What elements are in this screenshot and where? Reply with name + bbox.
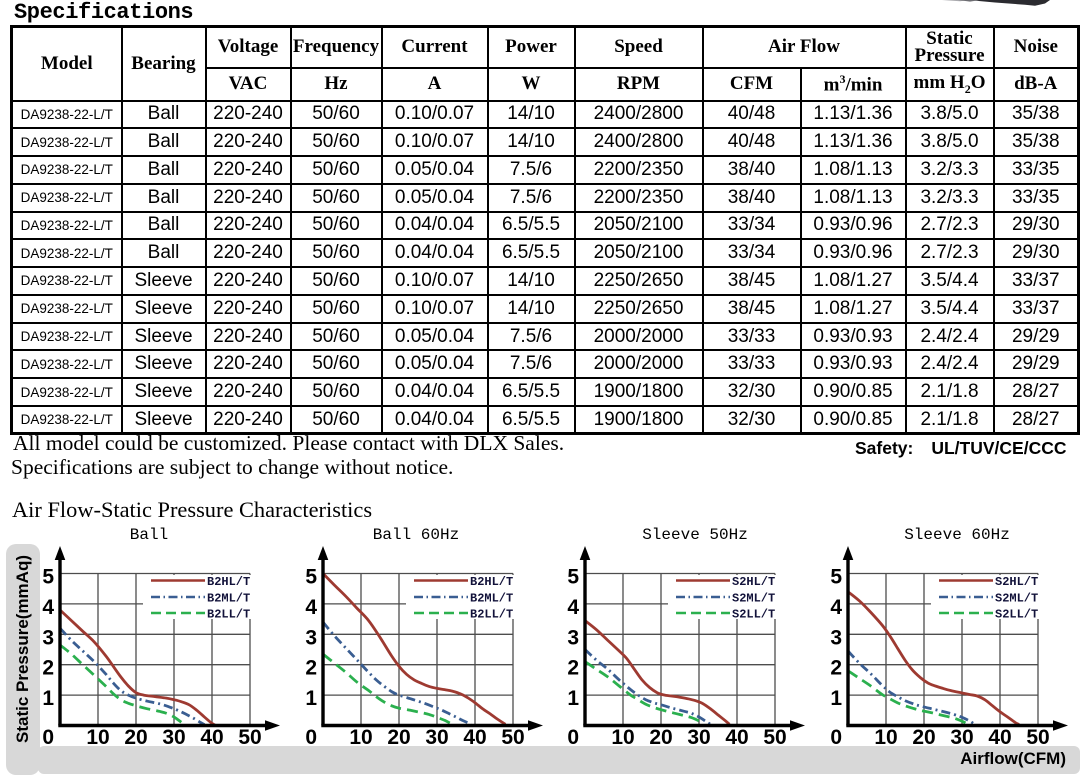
svg-text:1: 1 bbox=[305, 687, 317, 710]
svg-text:5: 5 bbox=[830, 566, 842, 589]
svg-text:4: 4 bbox=[830, 596, 842, 619]
svg-text:30: 30 bbox=[162, 726, 185, 749]
svg-text:B2HL/T: B2HL/T bbox=[470, 575, 513, 589]
svg-text:3: 3 bbox=[830, 626, 842, 649]
svg-text:B2LL/T: B2LL/T bbox=[207, 608, 250, 622]
svg-text:S2LL/T: S2LL/T bbox=[732, 608, 775, 622]
svg-text:B2LL/T: B2LL/T bbox=[470, 608, 513, 622]
svg-text:0: 0 bbox=[830, 726, 842, 749]
svg-text:5: 5 bbox=[567, 566, 579, 589]
svg-text:50: 50 bbox=[763, 726, 786, 749]
svg-text:10: 10 bbox=[874, 726, 897, 749]
svg-text:40: 40 bbox=[988, 726, 1011, 749]
svg-text:S2ML/T: S2ML/T bbox=[732, 592, 775, 606]
svg-text:1: 1 bbox=[567, 687, 579, 710]
svg-text:30: 30 bbox=[950, 726, 973, 749]
svg-text:40: 40 bbox=[463, 726, 486, 749]
svg-text:50: 50 bbox=[1026, 726, 1049, 749]
svg-text:50: 50 bbox=[238, 726, 261, 749]
svg-text:2: 2 bbox=[42, 657, 54, 680]
svg-text:4: 4 bbox=[305, 596, 317, 619]
svg-text:4: 4 bbox=[42, 596, 54, 619]
svg-text:S2LL/T: S2LL/T bbox=[995, 608, 1038, 622]
svg-text:S2HL/T: S2HL/T bbox=[732, 575, 775, 589]
svg-text:0: 0 bbox=[567, 726, 579, 749]
svg-text:B2HL/T: B2HL/T bbox=[207, 575, 250, 589]
svg-text:2: 2 bbox=[305, 657, 317, 680]
svg-text:20: 20 bbox=[124, 726, 147, 749]
svg-text:30: 30 bbox=[425, 726, 448, 749]
svg-text:10: 10 bbox=[86, 726, 109, 749]
svg-text:1: 1 bbox=[830, 687, 842, 710]
svg-text:3: 3 bbox=[42, 626, 54, 649]
svg-text:S2ML/T: S2ML/T bbox=[995, 592, 1038, 606]
svg-text:B2ML/T: B2ML/T bbox=[470, 592, 513, 606]
svg-text:50: 50 bbox=[501, 726, 524, 749]
svg-text:10: 10 bbox=[611, 726, 634, 749]
svg-text:5: 5 bbox=[305, 566, 317, 589]
svg-text:0: 0 bbox=[305, 726, 317, 749]
svg-text:5: 5 bbox=[42, 566, 54, 589]
svg-text:20: 20 bbox=[387, 726, 410, 749]
svg-text:10: 10 bbox=[349, 726, 372, 749]
svg-text:3: 3 bbox=[305, 626, 317, 649]
svg-text:2: 2 bbox=[567, 657, 579, 680]
svg-text:4: 4 bbox=[567, 596, 579, 619]
svg-text:2: 2 bbox=[830, 657, 842, 680]
svg-text:1: 1 bbox=[42, 687, 54, 710]
svg-text:30: 30 bbox=[687, 726, 710, 749]
svg-text:20: 20 bbox=[912, 726, 935, 749]
svg-text:0: 0 bbox=[42, 726, 54, 749]
svg-text:S2HL/T: S2HL/T bbox=[995, 575, 1038, 589]
svg-text:B2ML/T: B2ML/T bbox=[207, 592, 250, 606]
svg-text:40: 40 bbox=[200, 726, 223, 749]
svg-text:3: 3 bbox=[567, 626, 579, 649]
svg-text:40: 40 bbox=[725, 726, 748, 749]
svg-text:20: 20 bbox=[649, 726, 672, 749]
